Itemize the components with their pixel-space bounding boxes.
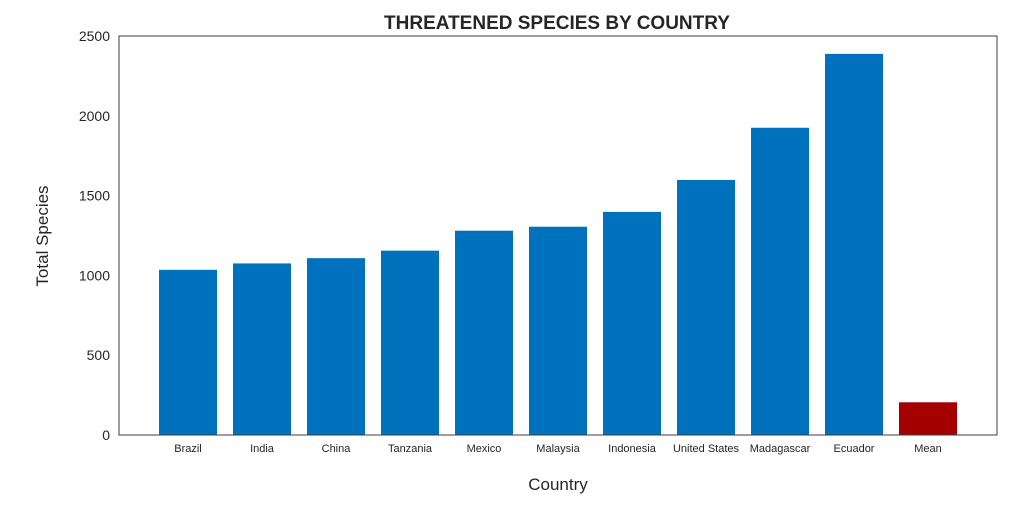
bar-indonesia	[603, 211, 661, 435]
x-tick-label: United States	[673, 443, 740, 455]
x-tick-label: Brazil	[174, 443, 202, 455]
y-tick-label: 2500	[79, 28, 110, 44]
bar-malaysia	[529, 226, 587, 435]
x-axis-ticks: Brazil India China Tanzania Mexico Malaysia In…	[174, 443, 942, 455]
y-tick-label: 500	[87, 347, 111, 363]
bar-madagascar	[751, 127, 809, 436]
bar-brazil	[159, 269, 217, 435]
plot-frame	[118, 35, 998, 436]
bar-united-states	[677, 179, 735, 435]
bar-mean	[899, 402, 957, 435]
bar-china	[307, 258, 365, 435]
y-axis-ticks: 0 500 1000 1500 2000 2500	[79, 28, 110, 443]
x-tick-label: India	[250, 443, 275, 455]
y-tick-label: 0	[102, 427, 110, 443]
y-tick-label: 1000	[79, 267, 110, 283]
x-tick-label: Tanzania	[388, 443, 433, 455]
x-tick-label: Mean	[914, 443, 942, 455]
chart-title: THREATENED SPECIES BY COUNTRY	[384, 13, 730, 34]
bar-ecuador	[825, 53, 883, 436]
x-tick-label: China	[322, 443, 352, 455]
y-tick-label: 1500	[79, 188, 110, 204]
bar-tanzania	[381, 250, 439, 435]
bar-group	[159, 53, 957, 436]
x-tick-label: Malaysia	[536, 443, 580, 455]
bar-india	[233, 263, 291, 435]
bar-mexico	[455, 230, 513, 435]
y-tick-label: 2000	[79, 108, 110, 124]
x-axis-label: Country	[528, 475, 588, 494]
x-tick-label: Mexico	[467, 443, 502, 455]
y-axis-label: Total Species	[33, 185, 52, 286]
x-tick-label: Ecuador	[834, 443, 875, 455]
x-tick-label: Madagascar	[750, 443, 811, 455]
x-tick-label: Indonesia	[608, 443, 657, 455]
